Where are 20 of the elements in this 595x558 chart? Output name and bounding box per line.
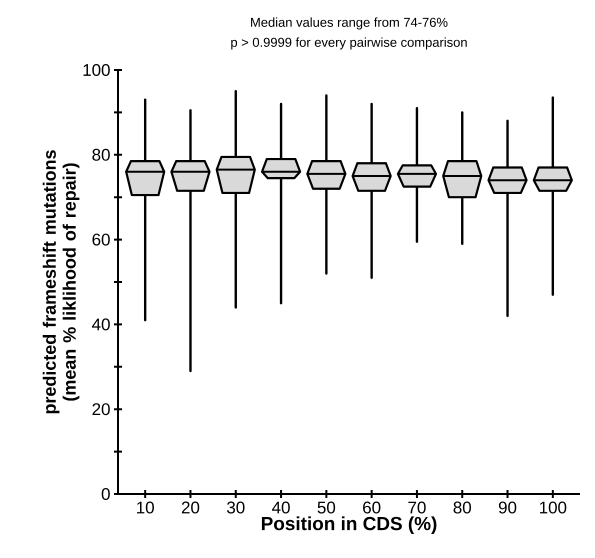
y-axis-title: predicted frameshift mutations (mean % liklihood of repair): [42, 150, 80, 414]
y-tick-label: 40: [92, 318, 110, 330]
x-tick-label: 10: [137, 502, 154, 514]
x-tick-label: 30: [226, 502, 245, 514]
chart-subtitle: p > 0.9999 for every pairwise comparison: [231, 37, 467, 50]
x-tick-label: 50: [318, 502, 336, 514]
x-tick-label: 60: [363, 502, 380, 514]
chart-title: Median values range from 74-76%: [251, 17, 448, 30]
x-tick-label: 40: [272, 502, 290, 514]
x-tick-label: 100: [540, 502, 566, 514]
y-tick-label: 80: [92, 148, 110, 161]
y-tick-label: 100: [84, 64, 110, 76]
y-tick-label: 20: [92, 403, 110, 416]
x-axis-title: Position in CDS (%): [262, 516, 436, 534]
x-tick-label: 20: [182, 502, 200, 514]
x-tick-label: 90: [498, 502, 516, 514]
x-tick-label: 70: [408, 502, 426, 514]
y-tick-label: 60: [92, 234, 110, 246]
x-tick-label: 80: [454, 502, 471, 514]
y-tick-label: 0: [102, 488, 110, 500]
